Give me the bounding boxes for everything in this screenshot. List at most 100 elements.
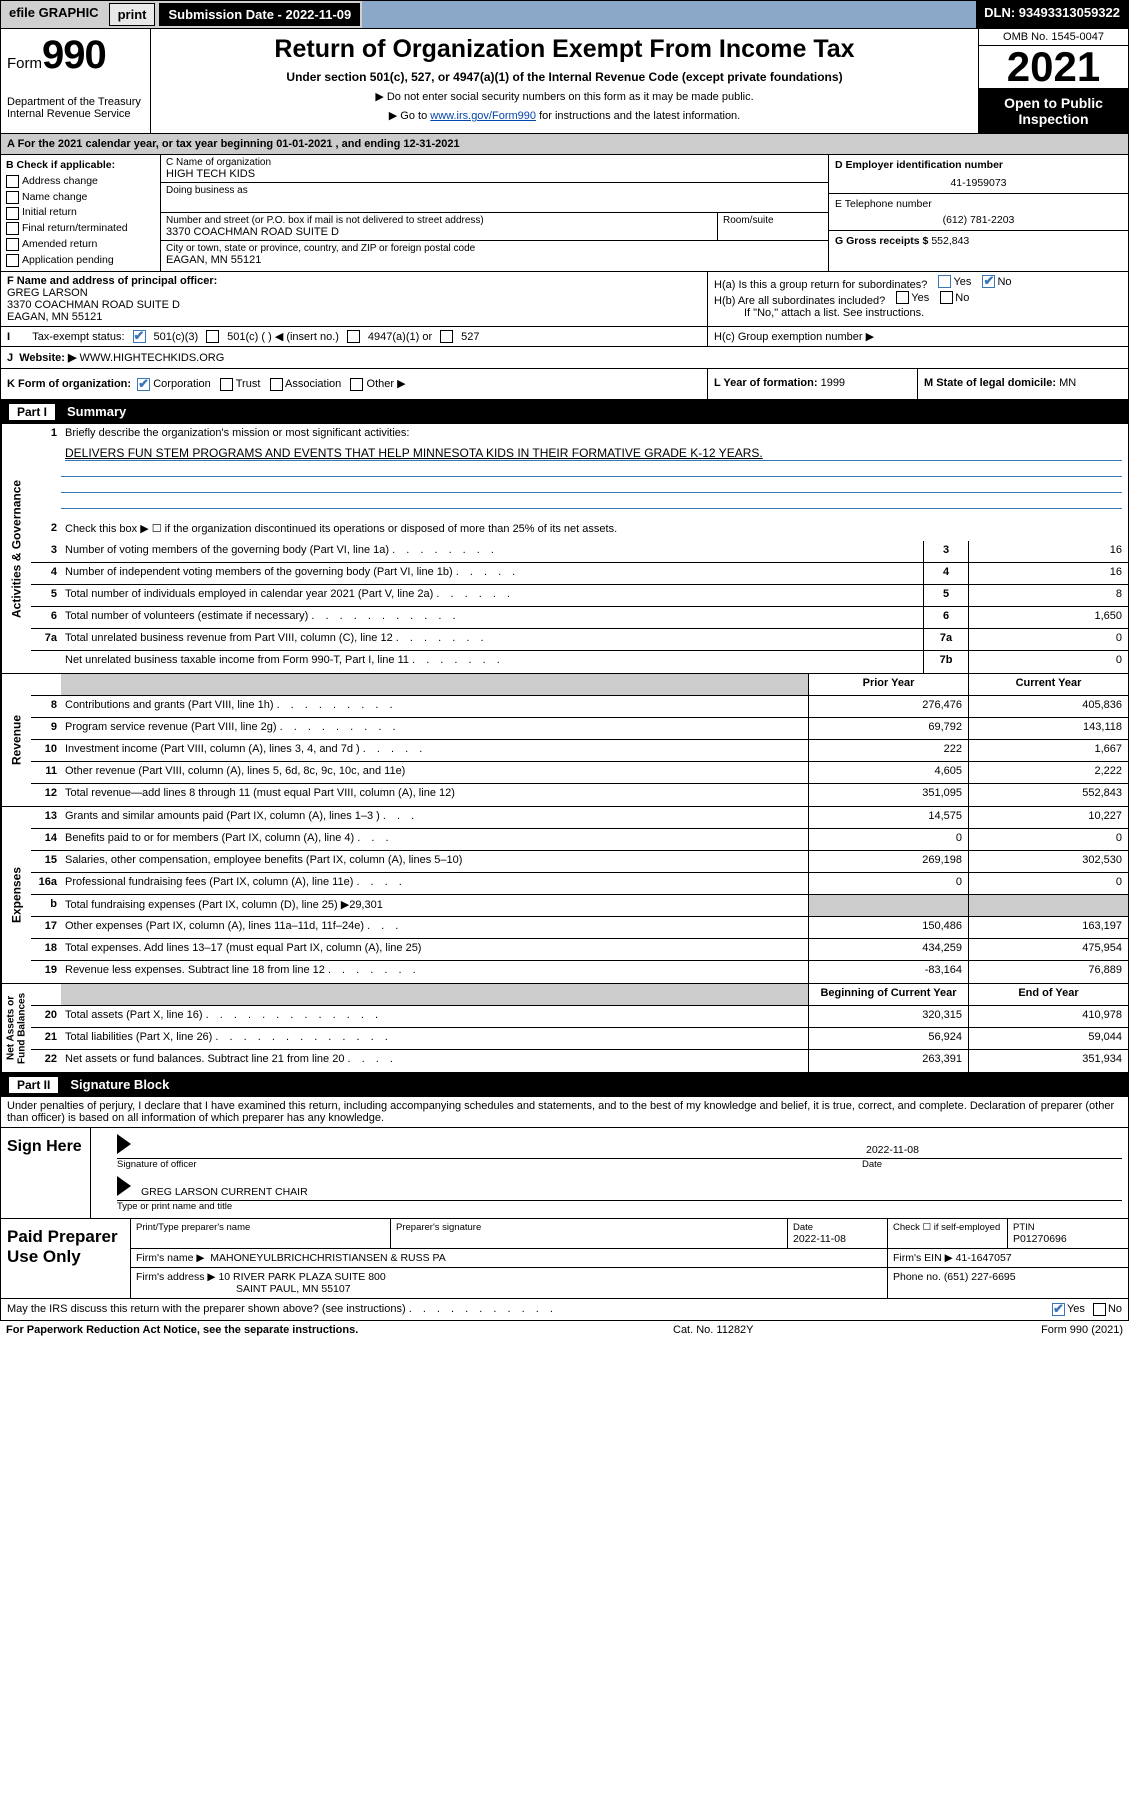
gross-label: G Gross receipts $ [835,235,928,247]
submission-date: Submission Date - 2022-11-09 [159,3,360,26]
part1-header: Part I Summary [0,400,1129,424]
f-addr1: 3370 COACHMAN ROAD SUITE D [7,299,701,311]
hdr-eoy: End of Year [968,984,1128,1005]
box-h: H(a) Is this a group return for subordin… [708,272,1128,326]
footer-formno: Form 990 (2021) [973,1324,1123,1336]
cb-other[interactable] [350,378,363,391]
l1-value: DELIVERS FUN STEM PROGRAMS AND EVENTS TH… [65,446,1122,461]
header-left: Form990 Department of the Treasury Inter… [1,29,151,133]
irs-link[interactable]: www.irs.gov/Form990 [430,110,536,122]
row-a-period: A For the 2021 calendar year, or tax yea… [0,134,1129,155]
gross-value: 552,843 [931,235,969,247]
cb-501c[interactable] [206,330,219,343]
ein-label: D Employer identification number [835,159,1122,171]
form-word: Form [7,55,42,72]
part2-title: Signature Block [70,1077,169,1092]
footer-catno: Cat. No. 11282Y [673,1324,973,1336]
summary-rev: Revenue Prior YearCurrent Year 8Contribu… [0,674,1129,807]
org-name-label: C Name of organization [166,157,823,168]
row-f-h: F Name and address of principal officer:… [0,272,1129,327]
print-button[interactable]: print [109,3,156,26]
box-i: I Tax-exempt status: 501(c)(3) 501(c) ( … [1,327,708,346]
vtab-ag: Activities & Governance [1,424,31,673]
form-subtitle: Under section 501(c), 527, or 4947(a)(1)… [159,70,970,84]
form-note2: ▶ Go to www.irs.gov/Form990 for instruct… [159,109,970,122]
box-c: C Name of organization HIGH TECH KIDS Do… [161,155,828,271]
city-label: City or town, state or province, country… [166,243,823,254]
header-center: Return of Organization Exempt From Incom… [151,29,978,133]
hb-yes[interactable] [896,291,909,304]
hb-no[interactable] [940,291,953,304]
toolbar-spacer [362,1,976,28]
v3: 16 [968,541,1128,562]
may-yes[interactable] [1052,1303,1065,1316]
row-i-hc: I Tax-exempt status: 501(c)(3) 501(c) ( … [0,327,1129,347]
dln-label: DLN: 93493313059322 [976,1,1128,28]
efile-label: efile GRAPHIC [1,1,107,28]
cb-trust[interactable] [220,378,233,391]
phone-value: (612) 781-2203 [835,214,1122,226]
org-address: 3370 COACHMAN ROAD SUITE D [166,226,712,238]
cb-amended[interactable] [6,238,19,251]
hc-label: H(c) Group exemption number ▶ [714,331,874,343]
cb-527[interactable] [440,330,453,343]
form-number: 990 [42,33,106,77]
f-label: F Name and address of principal officer: [7,275,701,287]
cb-4947[interactable] [347,330,360,343]
website-label: Website: ▶ [19,352,76,364]
form-header: Form990 Department of the Treasury Inter… [0,29,1129,134]
cb-corp[interactable] [137,378,150,391]
hb-label: H(b) Are all subordinates included? [714,295,885,307]
i-label: Tax-exempt status: [32,331,124,343]
lbl-name-change: Name change [22,190,87,206]
top-toolbar: efile GRAPHIC print Submission Date - 20… [0,0,1129,29]
phone-label: E Telephone number [835,198,1122,210]
website-value: WWW.HIGHTECHKIDS.ORG [79,352,224,364]
lbl-initial-return: Initial return [22,205,77,221]
cb-initial-return[interactable] [6,207,19,220]
officer-name: GREG LARSON CURRENT CHAIR [137,1176,1122,1200]
cb-assoc[interactable] [270,378,283,391]
cb-501c3[interactable] [133,330,146,343]
org-name: HIGH TECH KIDS [166,168,823,180]
summary-ag: Activities & Governance 1Briefly describ… [0,424,1129,674]
ha-yes[interactable] [938,275,951,288]
v7a: 0 [968,629,1128,650]
lbl-address-change: Address change [22,174,98,190]
summary-exp: Expenses 13Grants and similar amounts pa… [0,807,1129,984]
box-b: B Check if applicable: Address change Na… [1,155,161,271]
ein-value: 41-1959073 [835,177,1122,189]
box-f: F Name and address of principal officer:… [1,272,708,326]
page-footer: For Paperwork Reduction Act Notice, see … [0,1321,1129,1339]
dept-label: Department of the Treasury Internal Reve… [7,96,144,120]
vtab-na: Net Assets or Fund Balances [1,984,31,1072]
part1-label: Part I [9,404,55,420]
open-public-label: Open to Public Inspection [979,89,1128,133]
form-title: Return of Organization Exempt From Incom… [159,35,970,64]
ha-label: H(a) Is this a group return for subordin… [714,279,927,291]
cb-final-return[interactable] [6,222,19,235]
hb-note: If "No," attach a list. See instructions… [714,307,1122,319]
section-bcdeg: B Check if applicable: Address change Na… [0,155,1129,272]
l2-desc: Check this box ▶ ☐ if the organization d… [61,519,1128,541]
hdr-curr: Current Year [968,674,1128,695]
sig-intro: Under penalties of perjury, I declare th… [0,1097,1129,1128]
cb-app-pending[interactable] [6,254,19,267]
part2-header: Part II Signature Block [0,1073,1129,1097]
footer-paperwork: For Paperwork Reduction Act Notice, see … [6,1324,673,1336]
dba-label: Doing business as [166,185,823,196]
sign-here-label: Sign Here [1,1128,91,1218]
paid-prep-label: Paid Preparer Use Only [1,1219,131,1298]
cb-name-change[interactable] [6,191,19,204]
box-k: K Form of organization: Corporation Trus… [1,369,708,399]
name-title-label: Type or print name and title [117,1201,1122,1212]
hdr-boy: Beginning of Current Year [808,984,968,1005]
ha-no[interactable] [982,275,995,288]
org-city: EAGAN, MN 55121 [166,254,823,266]
sign-here-block: Sign Here 2022-11-08 Signature of office… [0,1128,1129,1219]
row-may-discuss: May the IRS discuss this return with the… [0,1299,1129,1321]
cb-address-change[interactable] [6,175,19,188]
may-no[interactable] [1093,1303,1106,1316]
box-l: L Year of formation: 1999 [708,369,918,399]
room-label: Room/suite [723,215,823,226]
